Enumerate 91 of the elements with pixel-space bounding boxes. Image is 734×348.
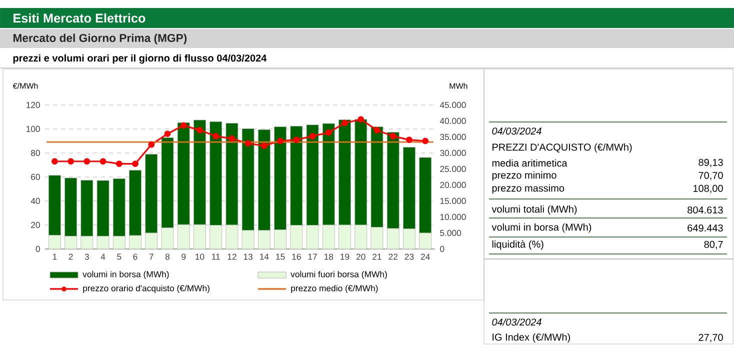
point — [100, 158, 106, 165]
x-tick-label: 21 — [372, 254, 382, 260]
point — [228, 135, 236, 142]
point — [325, 129, 332, 136]
y-axis-title: €/MWh — [12, 82, 38, 89]
legend-label: prezzo orario d'acquisto (€/MWh) — [83, 284, 210, 294]
y2-tick-label: 25.000 — [440, 166, 466, 172]
x-tick-label: 18 — [324, 254, 334, 260]
text: volumi in borsa (MWh) — [492, 223, 592, 233]
y2-tick-label: 10.000 — [440, 214, 466, 220]
x-tick-label: 4 — [100, 254, 106, 260]
text: 04/03/2024 — [492, 127, 542, 135]
text: volumi totali (MWh) — [492, 205, 577, 215]
text: 804.613 — [688, 206, 723, 214]
text: IG Index (€/MWh) — [492, 333, 570, 343]
legend-label: volumi in borsa (MWh) — [82, 270, 169, 280]
point — [358, 116, 364, 123]
text: 27,70 — [698, 334, 723, 342]
legend-label: volumi fuori borsa (MWh) — [290, 270, 387, 280]
x-tick-label: 11 — [212, 254, 220, 260]
x-tick-label: 16 — [292, 254, 301, 260]
text: media aritimetica — [492, 159, 568, 167]
y-tick-label: 20 — [31, 222, 40, 228]
point — [342, 120, 348, 126]
point — [180, 122, 187, 129]
x-tick-label: 12 — [228, 254, 236, 260]
y-tick-label: 60 — [31, 174, 40, 180]
x-tick-label: 2 — [68, 254, 73, 260]
point — [244, 140, 252, 147]
y2-tick-label: 35.000 — [440, 134, 466, 140]
x-tick-label: 6 — [133, 254, 138, 260]
text: 108,00 — [693, 184, 723, 194]
point — [148, 141, 155, 148]
text: 89,13 — [698, 158, 723, 168]
y-tick-label: 100 — [26, 126, 40, 132]
text: 04/03/2024 — [492, 318, 542, 326]
text: prezzo massimo — [492, 184, 564, 194]
point — [309, 132, 316, 140]
x-tick-label: 20 — [356, 254, 366, 260]
x-tick-label: 19 — [340, 254, 350, 260]
point — [68, 158, 74, 165]
point — [196, 126, 203, 134]
x-tick-label: 8 — [165, 254, 170, 260]
text: prezzi e volumi orari per il giorno di flusso 04/03/2024 — [13, 54, 267, 64]
y2-tick-label: 15.000 — [440, 198, 466, 204]
x-tick-label: 15 — [276, 254, 285, 260]
text: 70,70 — [698, 172, 723, 180]
text: 80,7 — [704, 240, 723, 250]
y2-tick-label: 5.000 — [440, 230, 462, 236]
y2-tick-label: 40.000 — [440, 118, 466, 124]
point — [374, 126, 380, 134]
y-tick-label: 120 — [26, 102, 40, 108]
point — [164, 130, 171, 137]
x-tick-label: 3 — [84, 254, 89, 260]
chart-title: Esiti Mercato Elettrico — [14, 13, 146, 23]
text: prezzo minimo — [492, 171, 556, 181]
x-tick-label: 5 — [117, 254, 122, 260]
y2-tick-label: 30.000 — [440, 150, 466, 156]
point — [406, 136, 412, 143]
point — [132, 160, 138, 167]
y-tick-label: 40 — [30, 198, 40, 204]
x-tick-label: 13 — [244, 254, 252, 260]
y2-tick-label: 20.000 — [440, 182, 466, 188]
x-tick-label: 17 — [308, 254, 317, 260]
x-tick-label: 9 — [182, 254, 186, 260]
point — [116, 160, 122, 167]
text: liquidità (%) — [492, 240, 544, 250]
point — [260, 142, 268, 149]
y2-tick-label: 45.000 — [440, 102, 466, 108]
point — [277, 138, 284, 144]
x-tick-label: 22 — [388, 254, 398, 260]
x-tick-label: 24 — [420, 254, 430, 260]
x-tick-label: 7 — [149, 254, 154, 260]
point — [51, 158, 58, 165]
point — [84, 158, 90, 165]
point — [422, 138, 429, 144]
text: PREZZI D'ACQUISTO (€/MWh) — [492, 143, 632, 153]
legend-label: prezzo medio (€/MWh) — [291, 284, 378, 294]
y2-tick-label: 0 — [440, 246, 444, 252]
text: 649.443 — [688, 224, 723, 232]
point — [212, 132, 220, 140]
x-tick-label: 1 — [52, 254, 57, 260]
x-tick-label: 14 — [260, 254, 269, 260]
point — [293, 136, 300, 143]
x-tick-label: 23 — [404, 254, 414, 260]
chart-subtitle: Mercato del Giorno Prima (MGP) — [13, 34, 187, 44]
y2-axis-title: MWh — [450, 82, 468, 89]
point — [390, 132, 396, 140]
y-tick-label: 0 — [36, 246, 40, 252]
x-tick-label: 10 — [196, 254, 204, 260]
y-tick-label: 80 — [31, 150, 40, 156]
